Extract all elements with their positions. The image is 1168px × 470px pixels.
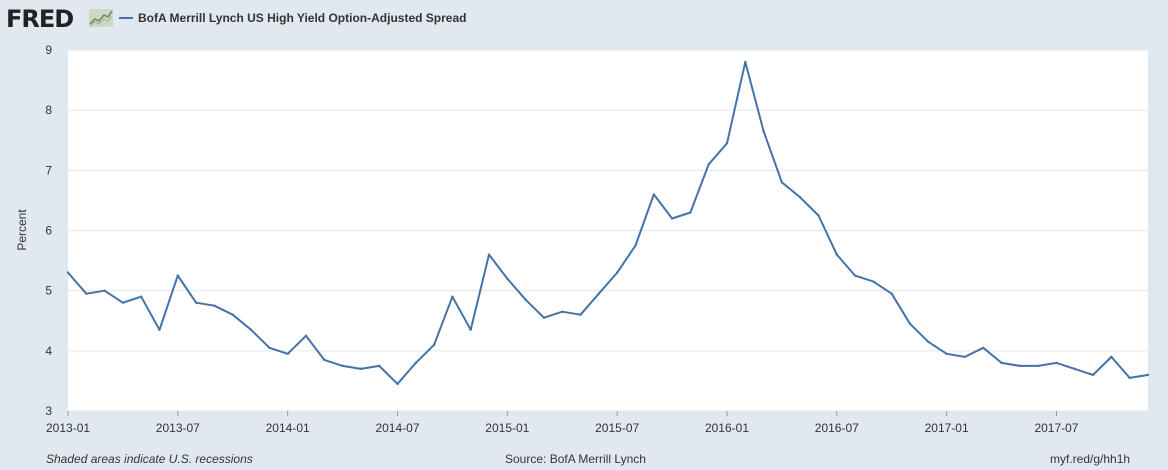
data-point[interactable] — [451, 295, 454, 298]
data-point[interactable] — [835, 253, 839, 256]
data-point[interactable] — [652, 193, 655, 196]
data-point[interactable] — [908, 322, 912, 325]
data-point[interactable] — [524, 298, 527, 301]
y-tick-label: 4 — [45, 344, 52, 358]
data-point[interactable] — [1128, 376, 1131, 380]
data-point[interactable] — [1055, 361, 1058, 365]
data-point[interactable] — [561, 310, 564, 313]
data-point[interactable] — [1146, 373, 1150, 377]
fred-logo: FRED — [6, 5, 74, 33]
data-point[interactable] — [1036, 364, 1040, 368]
data-point[interactable] — [853, 274, 857, 277]
data-point[interactable] — [121, 301, 125, 304]
data-point[interactable] — [158, 328, 161, 331]
data-point[interactable] — [597, 292, 601, 295]
y-tick-label: 5 — [45, 284, 52, 298]
data-point[interactable] — [689, 211, 692, 214]
source-text: Source: BofA Merrill Lynch — [505, 452, 646, 466]
data-point[interactable] — [890, 292, 893, 295]
data-point[interactable] — [377, 364, 381, 368]
data-point[interactable] — [817, 214, 820, 217]
x-tick-label: 2016-07 — [815, 421, 859, 435]
data-point[interactable] — [268, 346, 271, 350]
recession-note: Shaded areas indicate U.S. recessions — [46, 452, 253, 466]
series-line[interactable] — [67, 61, 1149, 385]
data-point[interactable] — [927, 340, 930, 344]
x-tick-label: 2017-01 — [925, 421, 969, 435]
data-point[interactable] — [140, 295, 143, 298]
data-point[interactable] — [66, 271, 70, 274]
data-point[interactable] — [432, 343, 436, 347]
data-point[interactable] — [323, 358, 326, 362]
data-point[interactable] — [542, 316, 546, 319]
data-point[interactable] — [963, 355, 967, 359]
data-point[interactable] — [982, 346, 985, 350]
x-tick-label: 2014-01 — [266, 421, 310, 435]
trend-chart-icon — [89, 9, 113, 27]
data-point[interactable] — [762, 130, 765, 133]
data-point[interactable] — [304, 334, 308, 337]
legend-swatch — [119, 17, 133, 19]
data-point[interactable] — [799, 196, 802, 199]
data-point[interactable] — [634, 244, 637, 247]
data-point[interactable] — [744, 60, 747, 64]
y-axis-label: Percent — [15, 209, 29, 251]
data-point[interactable] — [359, 367, 363, 371]
data-point[interactable] — [341, 364, 344, 368]
data-point[interactable] — [945, 352, 948, 356]
x-tick-label: 2013-01 — [46, 421, 90, 435]
y-tick-label: 6 — [45, 224, 52, 238]
legend-label: BofA Merrill Lynch US High Yield Option-… — [138, 11, 467, 25]
data-point[interactable] — [414, 361, 417, 365]
data-point[interactable] — [1073, 367, 1076, 371]
chart-legend[interactable]: BofA Merrill Lynch US High Yield Option-… — [119, 11, 466, 25]
data-point[interactable] — [780, 181, 784, 184]
data-point[interactable] — [213, 304, 216, 307]
data-point[interactable] — [707, 163, 710, 166]
x-tick-label: 2013-07 — [156, 421, 200, 435]
data-point[interactable] — [1091, 373, 1095, 377]
data-point[interactable] — [1018, 364, 1022, 368]
data-point[interactable] — [469, 328, 472, 331]
data-point[interactable] — [1110, 355, 1113, 359]
data-point[interactable] — [725, 142, 729, 145]
y-tick-label: 8 — [45, 103, 52, 117]
data-point[interactable] — [194, 301, 198, 304]
data-point[interactable] — [396, 382, 399, 386]
data-point[interactable] — [506, 277, 509, 280]
y-tick-label: 3 — [45, 404, 52, 418]
short-link[interactable]: myf.red/g/hh1h — [1050, 452, 1131, 466]
data-point[interactable] — [85, 292, 88, 295]
data-point[interactable] — [1000, 361, 1003, 365]
data-point[interactable] — [872, 280, 875, 283]
data-point[interactable] — [670, 217, 674, 220]
y-tick-label: 9 — [45, 43, 52, 57]
data-point[interactable] — [176, 274, 180, 277]
y-tick-label: 7 — [45, 163, 52, 177]
x-tick-label: 2016-01 — [705, 421, 749, 435]
x-tick-label: 2017-07 — [1034, 421, 1078, 435]
x-tick-label: 2015-07 — [595, 421, 639, 435]
x-tick-label: 2015-01 — [485, 421, 529, 435]
data-point[interactable] — [487, 253, 491, 256]
data-point[interactable] — [615, 271, 619, 274]
data-point[interactable] — [286, 352, 289, 356]
data-point[interactable] — [579, 313, 582, 316]
data-point[interactable] — [249, 328, 253, 331]
data-point[interactable] — [103, 289, 106, 292]
x-tick-label: 2014-07 — [375, 421, 419, 435]
data-point[interactable] — [231, 313, 234, 316]
